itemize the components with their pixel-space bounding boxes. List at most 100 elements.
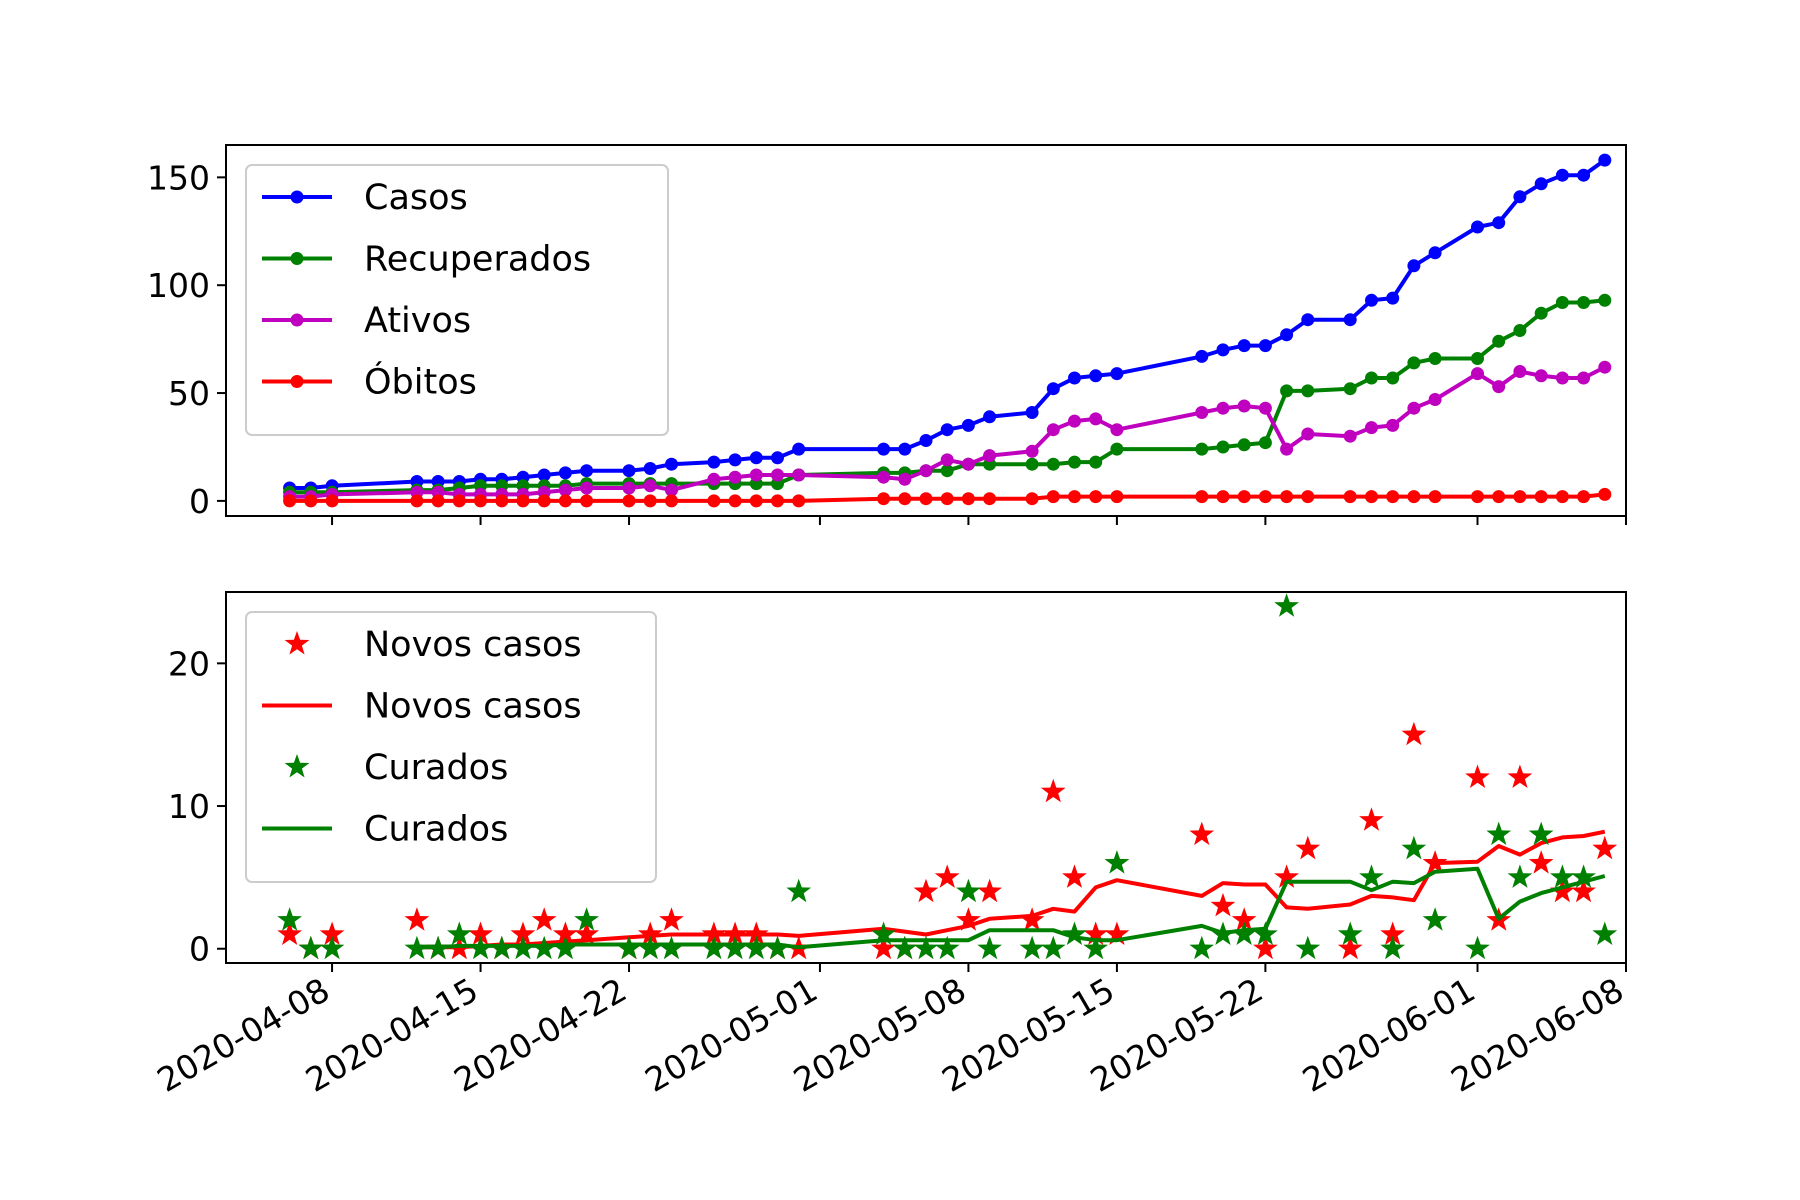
data-point-star bbox=[977, 935, 1002, 960]
data-point bbox=[1110, 442, 1124, 456]
data-point bbox=[898, 472, 912, 486]
data-point bbox=[983, 492, 997, 506]
data-point bbox=[1492, 380, 1506, 394]
data-point bbox=[1577, 490, 1591, 504]
data-point bbox=[1428, 246, 1442, 260]
data-point bbox=[1555, 296, 1569, 309]
data-point bbox=[792, 494, 806, 508]
data-point bbox=[665, 483, 678, 497]
data-point-star bbox=[298, 935, 324, 960]
data-point-star bbox=[1040, 778, 1066, 803]
data-point bbox=[1046, 382, 1060, 396]
data-point bbox=[580, 494, 594, 508]
data-point bbox=[961, 492, 975, 506]
data-point bbox=[1068, 455, 1081, 469]
data-point bbox=[1492, 334, 1506, 348]
data-point bbox=[474, 494, 487, 508]
data-point bbox=[877, 470, 891, 484]
data-point bbox=[1577, 168, 1591, 182]
data-point bbox=[707, 455, 721, 469]
data-point bbox=[1534, 369, 1548, 383]
legend-box bbox=[245, 164, 669, 436]
series-bitos-line bbox=[283, 487, 1612, 508]
data-point bbox=[1025, 492, 1039, 506]
y-tick-label: 0 bbox=[189, 930, 210, 969]
data-point bbox=[1471, 367, 1484, 381]
data-point bbox=[643, 462, 657, 475]
data-point-star bbox=[956, 878, 981, 903]
data-point bbox=[1195, 349, 1209, 363]
data-point-star bbox=[1040, 935, 1066, 960]
legend-star-swatch bbox=[284, 754, 310, 778]
data-point-star bbox=[934, 935, 960, 960]
data-point-star bbox=[468, 921, 493, 945]
legend-label: Curados bbox=[364, 810, 508, 850]
y-tick-label: 150 bbox=[147, 158, 210, 197]
data-point bbox=[1258, 401, 1272, 415]
data-point-star bbox=[786, 878, 812, 903]
y-tick-label: 50 bbox=[168, 374, 210, 413]
data-point bbox=[1343, 382, 1357, 396]
data-point bbox=[749, 494, 763, 508]
y-tick-label: 0 bbox=[189, 482, 210, 521]
data-point bbox=[940, 464, 954, 478]
data-point-star bbox=[1507, 764, 1533, 788]
data-point bbox=[452, 494, 466, 508]
data-point-star bbox=[934, 864, 960, 888]
data-point bbox=[1195, 406, 1209, 419]
data-point bbox=[1513, 190, 1527, 204]
data-point bbox=[1216, 490, 1230, 504]
data-point-star bbox=[531, 907, 557, 931]
data-point bbox=[728, 470, 742, 484]
legend-label: Casos bbox=[364, 178, 468, 218]
data-point bbox=[1386, 490, 1400, 504]
data-point bbox=[983, 449, 997, 463]
data-point bbox=[1471, 220, 1484, 234]
data-point bbox=[1068, 490, 1081, 504]
data-point-star bbox=[404, 907, 430, 931]
data-point-star bbox=[1231, 907, 1257, 931]
legend-label: Ativos bbox=[364, 301, 471, 341]
data-point bbox=[877, 442, 891, 456]
data-point-star bbox=[637, 935, 663, 960]
data-point bbox=[1598, 360, 1612, 374]
legend-label: Curados bbox=[364, 748, 508, 788]
data-point bbox=[1068, 371, 1081, 385]
y-tick-label: 100 bbox=[147, 266, 210, 305]
axes-frame bbox=[225, 591, 1627, 964]
data-point-star bbox=[1231, 921, 1257, 945]
data-point-star bbox=[1528, 850, 1554, 874]
data-point-star bbox=[319, 935, 345, 960]
data-point bbox=[1110, 423, 1124, 437]
data-point bbox=[940, 453, 954, 467]
data-point-star bbox=[574, 921, 599, 945]
data-point bbox=[1280, 490, 1294, 504]
data-point bbox=[1068, 414, 1081, 428]
data-point bbox=[1598, 153, 1612, 167]
data-point-star bbox=[1528, 821, 1554, 846]
data-point-star bbox=[277, 907, 302, 931]
data-point bbox=[1195, 490, 1209, 504]
data-point bbox=[1301, 490, 1315, 504]
data-point bbox=[940, 423, 954, 437]
data-point-star bbox=[574, 907, 599, 931]
data-point bbox=[771, 451, 784, 465]
data-point-star bbox=[1189, 821, 1215, 846]
data-point bbox=[304, 494, 318, 508]
legend-star-swatch bbox=[284, 631, 310, 655]
data-point-star bbox=[277, 921, 302, 945]
data-point bbox=[1089, 455, 1103, 469]
data-point bbox=[1407, 490, 1421, 504]
data-point-star bbox=[1380, 935, 1405, 960]
data-point bbox=[622, 481, 636, 495]
legend-marker-swatch bbox=[290, 375, 304, 388]
data-point-star bbox=[1274, 593, 1299, 617]
data-point-star bbox=[871, 921, 896, 945]
legend: Novos casos Novos casos Curados Curados bbox=[245, 611, 657, 883]
data-point bbox=[1386, 371, 1400, 385]
data-point bbox=[537, 494, 551, 508]
data-point bbox=[919, 464, 933, 478]
data-point bbox=[898, 492, 912, 506]
data-point bbox=[1046, 423, 1060, 437]
data-point bbox=[622, 494, 636, 508]
